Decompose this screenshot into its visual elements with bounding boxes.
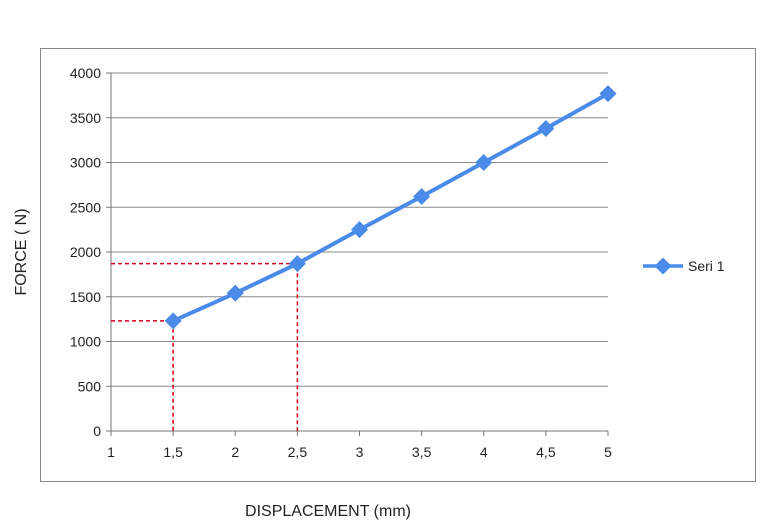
x-tick-label: 4,5 [536,444,556,460]
data-point [475,154,493,171]
x-tick-label: 3,5 [412,444,432,460]
y-tick-label: 3000 [70,155,101,171]
chart-border [40,48,756,482]
data-point [288,255,306,273]
x-tick-label: 3 [356,444,364,460]
y-tick-label: 3500 [70,110,101,126]
y-tick-label: 1000 [70,334,101,350]
x-tick-label: 2,5 [288,444,308,460]
x-tick-label: 2 [231,444,239,460]
reference-line [111,262,299,431]
x-tick-label: 4 [480,444,488,460]
data-point [164,312,182,330]
x-axis-label: DISPLACEMENT (mm) [245,503,411,520]
data-point [351,221,368,239]
y-axis-label: FORCE ( N) [13,208,30,295]
y-tick-label: 2000 [70,244,101,260]
x-tick-label: 1 [107,444,115,460]
x-tick-label: 5 [604,444,612,460]
y-tick-label: 500 [78,378,102,394]
x-tick-label: 1,5 [163,444,183,460]
data-point [599,85,617,103]
y-tick-label: 4000 [70,65,101,81]
y-tick-label: 0 [93,423,101,439]
legend: Seri 1 [643,257,725,275]
y-tick-label: 1500 [70,289,101,305]
legend-marker [654,257,672,275]
data-point [226,284,244,302]
series-line [172,91,609,323]
reference-line [111,320,174,431]
legend-label: Seri 1 [688,258,725,274]
y-tick-label: 2500 [70,199,101,215]
data-point [413,188,431,205]
